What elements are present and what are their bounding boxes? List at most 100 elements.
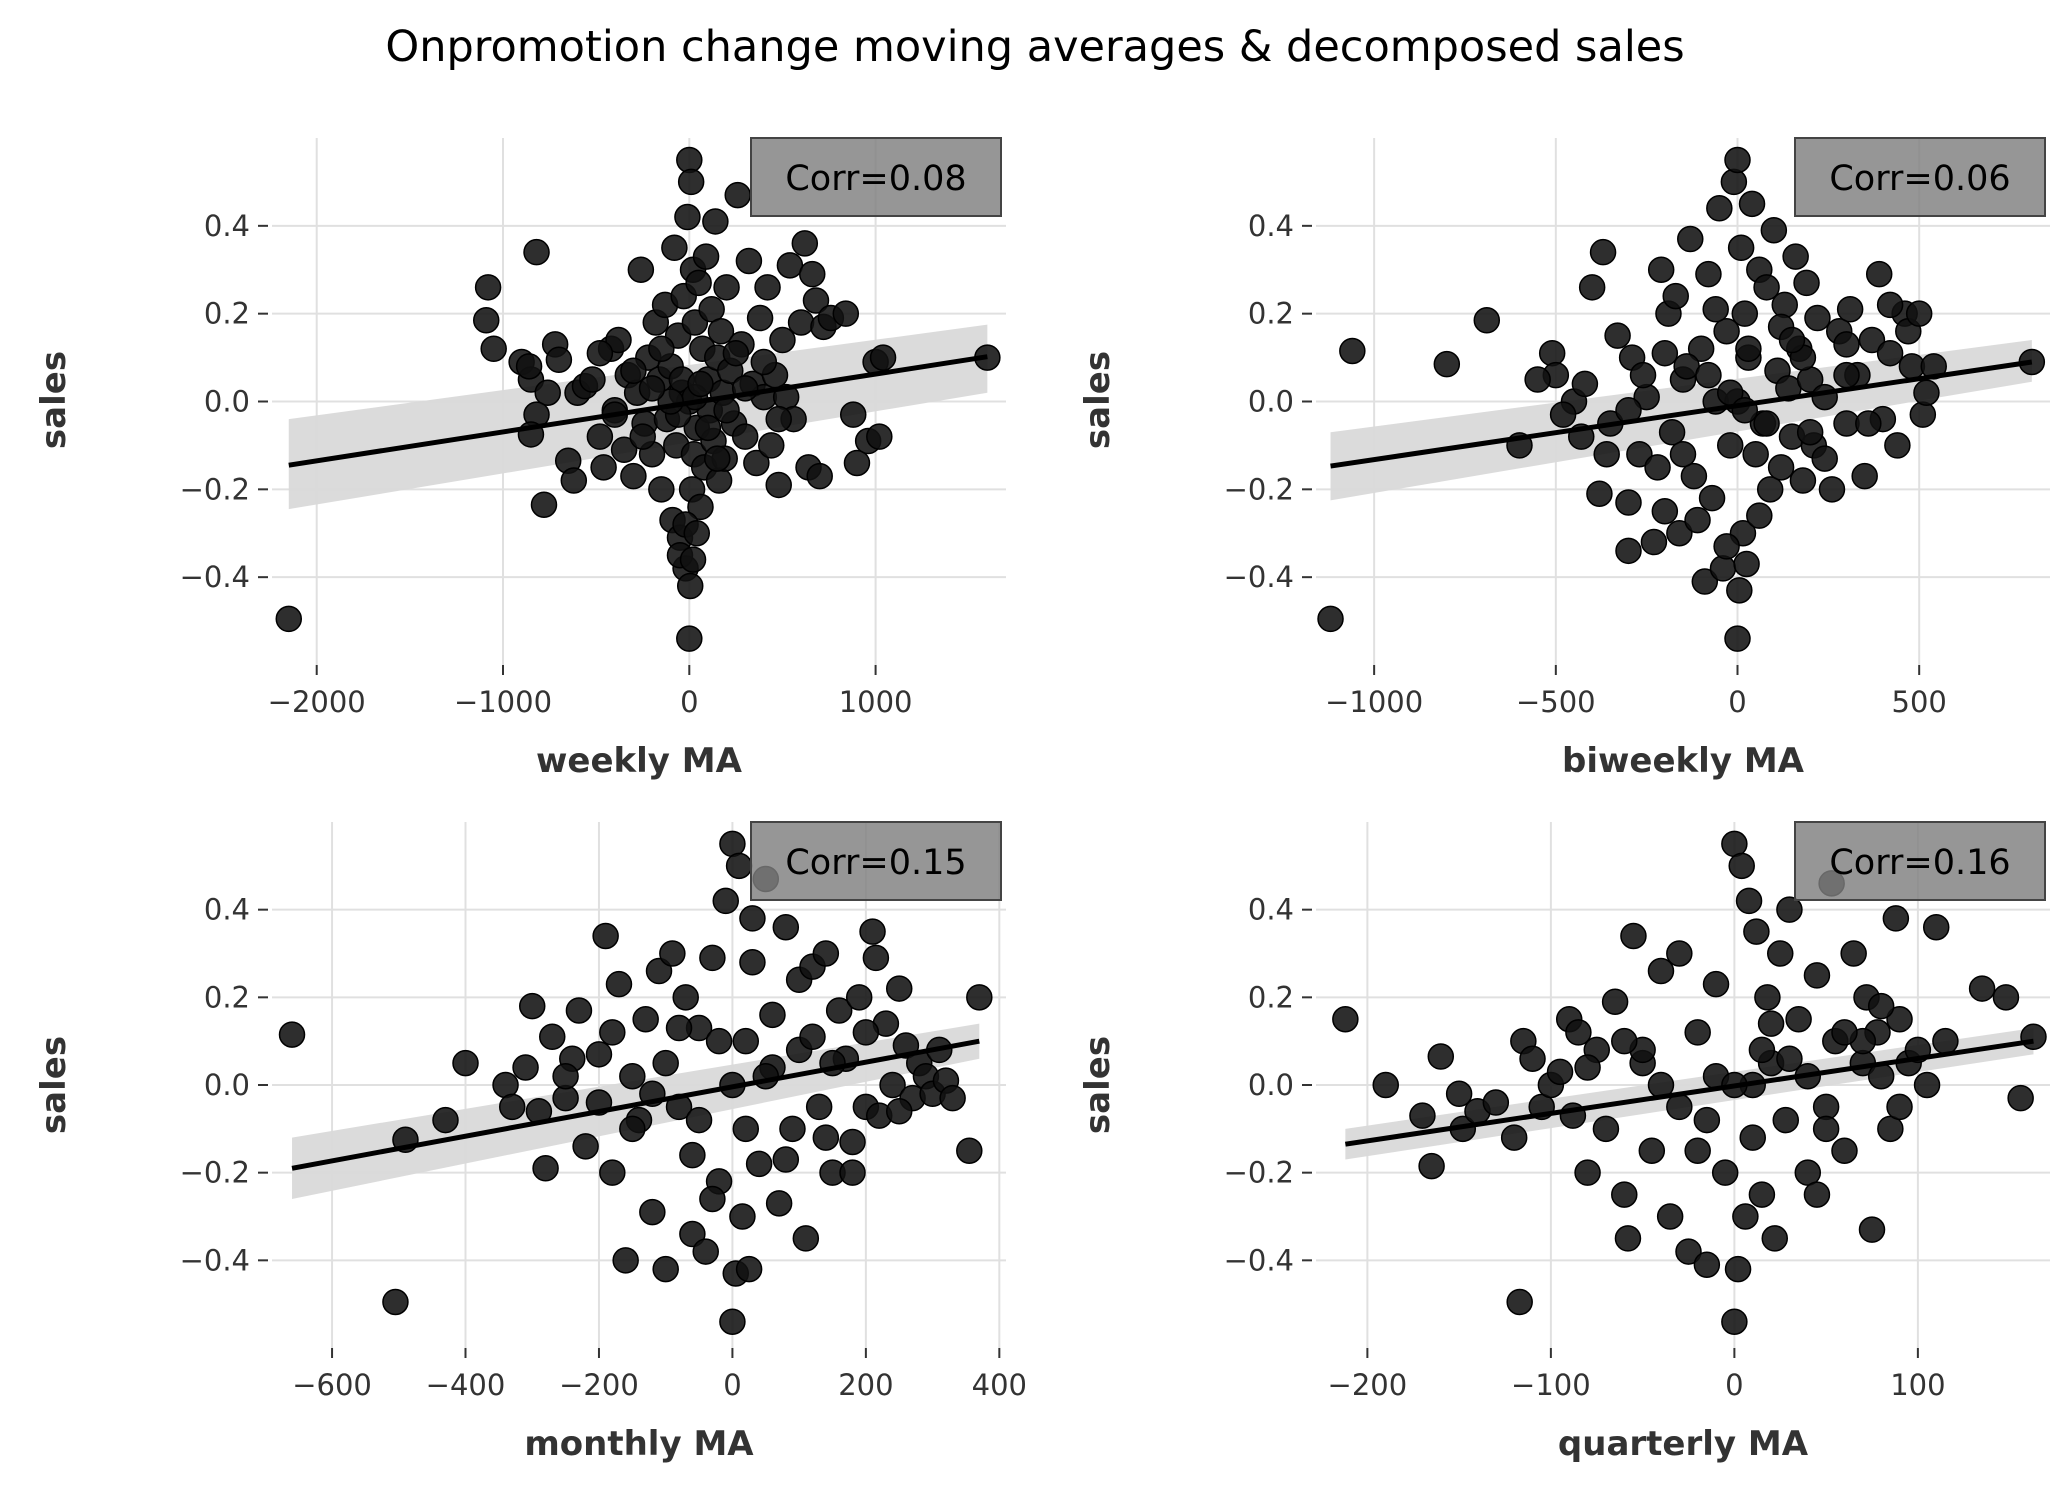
scatter-point xyxy=(1713,533,1740,560)
scatter-point xyxy=(1601,988,1629,1015)
x-tick-label: 0 xyxy=(1728,685,1746,719)
y-tick-label: 0.4 xyxy=(204,209,250,243)
scatter-point xyxy=(776,252,804,279)
scatter-point xyxy=(1833,331,1860,358)
scatter-point xyxy=(1727,234,1755,262)
scatter-point xyxy=(685,1106,713,1134)
scatter-point xyxy=(1574,1054,1601,1081)
scatter-point xyxy=(1500,1124,1528,1151)
x-tick-label: −200 xyxy=(559,1368,639,1402)
scatter-point xyxy=(772,1146,800,1173)
scatter-point xyxy=(679,546,707,573)
scatter-point xyxy=(1549,401,1577,428)
scatter-point xyxy=(832,300,860,327)
scatter-point xyxy=(1721,1308,1748,1335)
x-tick-label: 0 xyxy=(680,685,698,719)
scatter-point xyxy=(1629,361,1657,389)
y-axis-label: sales xyxy=(34,1036,74,1134)
scatter-point xyxy=(474,274,502,301)
correlation-label: Corr=0.08 xyxy=(785,159,966,199)
scatter-point xyxy=(707,317,735,345)
scatter-point xyxy=(1604,322,1631,349)
y-tick-label: 0.2 xyxy=(1248,297,1294,331)
scatter-point xyxy=(652,1255,679,1283)
subplot-4: −200 −100 0 100 −0.4 −0.2 0.0 0.2 0.4 quarterly M… xyxy=(1078,821,2050,1464)
scatter-point xyxy=(750,348,778,376)
scatter-point xyxy=(1876,291,1904,319)
scatter-point xyxy=(1409,1102,1436,1129)
scatter-point xyxy=(754,274,781,301)
scatter-point xyxy=(1656,1203,1684,1230)
scatter-point xyxy=(802,287,830,314)
y-tick-label: 0.0 xyxy=(1248,385,1294,419)
scatter-point xyxy=(869,344,897,371)
scatter-point xyxy=(1776,1045,1803,1072)
scatter-point xyxy=(1565,1019,1592,1046)
scatter-point xyxy=(1831,1019,1858,1046)
scatter-point xyxy=(859,918,886,945)
y-tick-label: 0.4 xyxy=(204,893,250,927)
scatter-point xyxy=(1578,274,1606,301)
scatter-point xyxy=(676,146,703,174)
x-axis-label: monthly MA xyxy=(524,1424,754,1464)
scatter-point xyxy=(1724,146,1751,174)
correlation-box xyxy=(1794,821,2046,901)
scatter-point xyxy=(1702,970,1730,998)
scatter-point xyxy=(1695,361,1722,389)
scatter-point xyxy=(799,260,826,288)
scatter-point xyxy=(1858,326,1886,354)
scatter-point xyxy=(765,471,792,499)
scatter-point xyxy=(1804,304,1831,332)
x-tick-label: 1000 xyxy=(839,685,913,719)
scatter-point xyxy=(1724,625,1751,652)
scatter-point xyxy=(579,366,606,393)
scatter-point xyxy=(1698,484,1726,512)
x-tick-label: −600 xyxy=(292,1368,372,1402)
scatter-point xyxy=(1372,1071,1399,1099)
scatter-point xyxy=(1675,1238,1702,1265)
scatter-point xyxy=(1753,410,1780,437)
scatter-point xyxy=(862,944,890,972)
scatter-point xyxy=(722,339,750,367)
scatter-point xyxy=(539,1023,566,1051)
scatter-point xyxy=(698,296,725,323)
scatter-point xyxy=(852,1019,880,1046)
scatter-point xyxy=(1909,401,1937,428)
scatter-point xyxy=(1748,1181,1776,1208)
y-axis-label: sales xyxy=(1078,1036,1118,1134)
scatter-point xyxy=(1865,260,1893,288)
scatter-point xyxy=(966,984,993,1011)
x-axis-label: weekly MA xyxy=(536,741,743,781)
scatter-point xyxy=(1767,940,1794,967)
scatter-point xyxy=(1776,896,1803,923)
scatter-point xyxy=(1785,1006,1812,1033)
scatter-point xyxy=(1647,957,1675,985)
scatter-point xyxy=(629,423,656,450)
scatter-point xyxy=(1732,1203,1759,1230)
scatter-point xyxy=(672,984,699,1011)
x-tick-label: 200 xyxy=(838,1368,893,1402)
scatter-point xyxy=(620,462,647,490)
scatter-point xyxy=(1735,335,1762,363)
scatter-point xyxy=(735,247,763,275)
y-tick-label: −0.2 xyxy=(180,1156,250,1190)
correlation-label: Corr=0.16 xyxy=(1829,843,2010,883)
y-axis-label: sales xyxy=(34,351,74,449)
scatter-point xyxy=(713,274,740,301)
correlation-box xyxy=(750,137,1002,217)
x-tick-label: 400 xyxy=(972,1368,1027,1402)
scatter-point xyxy=(956,1137,983,1164)
scatter-point xyxy=(1574,1159,1601,1186)
scatter-point xyxy=(1733,550,1760,578)
scatter-point xyxy=(839,1128,866,1156)
scatter-point xyxy=(1506,1288,1533,1316)
scatter-point xyxy=(1743,918,1770,945)
scatter-point xyxy=(1728,852,1755,880)
regression-line xyxy=(1344,1038,2034,1147)
scatter-point xyxy=(885,1098,913,1125)
scatter-point xyxy=(1818,476,1846,503)
x-tick-label: −400 xyxy=(426,1368,506,1402)
scatter-point xyxy=(765,405,792,433)
scatter-point xyxy=(472,307,500,334)
scatter-point xyxy=(586,339,614,367)
